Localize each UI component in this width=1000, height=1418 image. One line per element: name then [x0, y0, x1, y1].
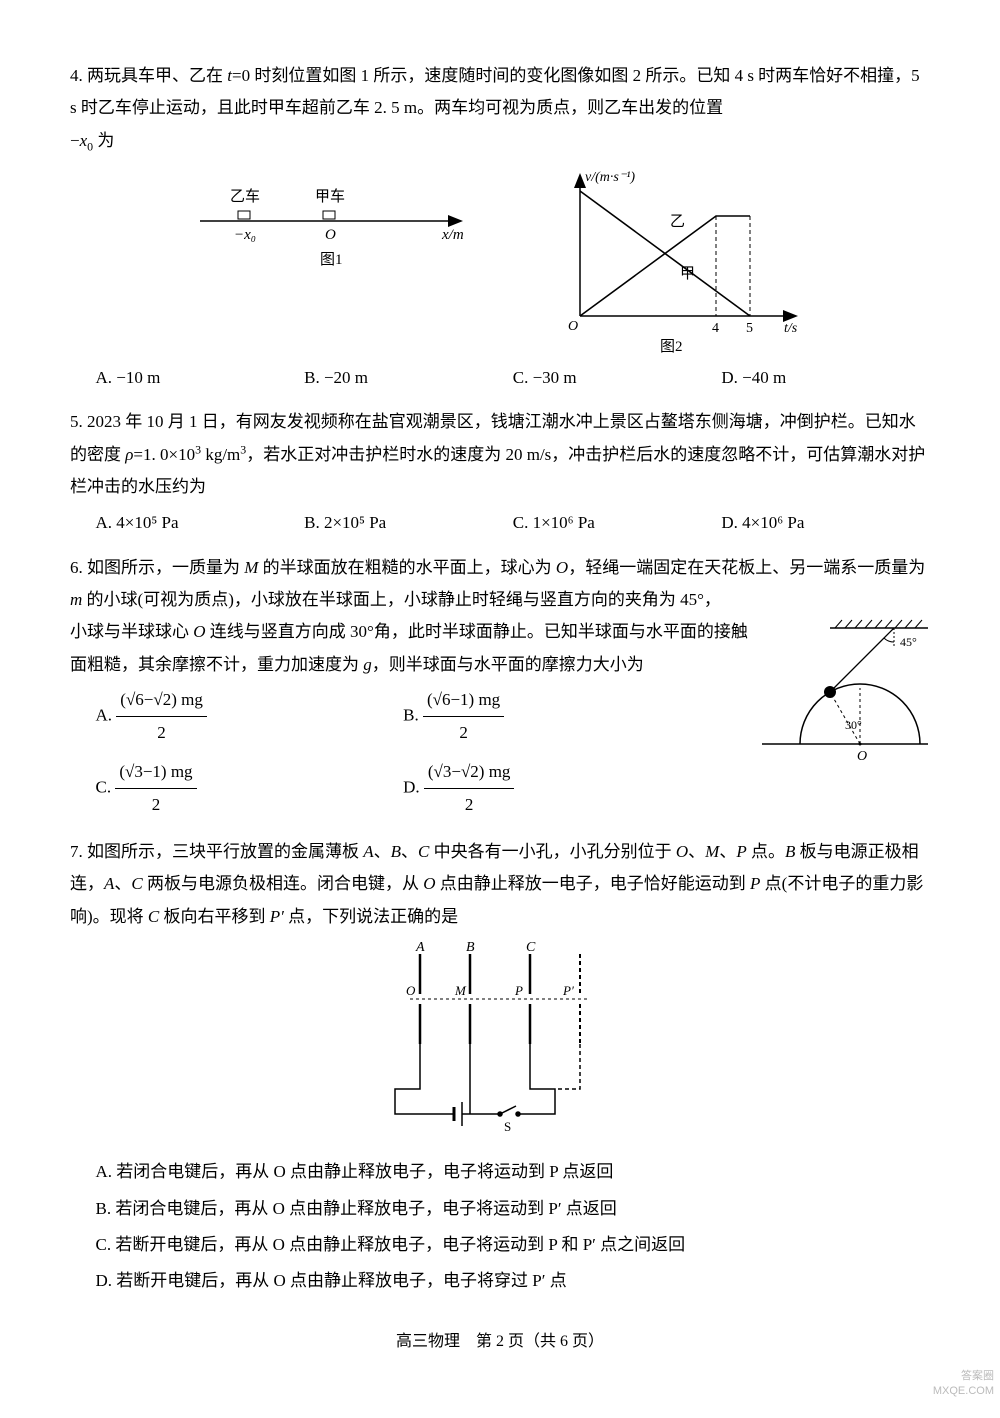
svg-text:M: M — [454, 983, 467, 998]
svg-text:O: O — [857, 749, 867, 764]
fig2-label-yi: 乙 — [670, 214, 685, 230]
q5-text: 2023 年 10 月 1 日，有网友发视频称在盐官观潮景区，钱塘江潮水冲上景区… — [70, 412, 925, 496]
q6-options: A. (√6−√2) mg2 B. (√6−1) mg2 C. (√3−1) m… — [70, 681, 750, 824]
q6-opt-a: A. (√6−√2) mg2 — [96, 681, 404, 753]
q4-opt-d: D. −40 m — [721, 362, 930, 394]
svg-text:S: S — [504, 1119, 511, 1134]
fig1-label-jia: 甲车 — [315, 188, 345, 205]
fig1-xaxis: x/m — [441, 227, 464, 243]
q7-opt-d: D. 若断开电键后，再从 O 点由静止释放电子，电子将穿过 P′ 点 — [96, 1265, 931, 1297]
fig2-xaxis: t/s — [784, 321, 798, 336]
svg-text:45°: 45° — [900, 635, 917, 649]
q7-opt-c: C. 若断开电键后，再从 O 点由静止释放电子，电子将运动到 P 和 P′ 点之… — [96, 1229, 931, 1261]
q4-options: A. −10 m B. −20 m C. −30 m D. −40 m — [70, 362, 930, 394]
q4-opt-a: A. −10 m — [96, 362, 305, 394]
fig1-O: O — [325, 227, 336, 243]
fig2-O: O — [568, 319, 578, 334]
svg-text:C: C — [526, 940, 536, 955]
q7-opt-a: A. 若闭合电键后，再从 O 点由静止释放电子，电子将运动到 P 点返回 — [96, 1156, 931, 1188]
q7-options: A. 若闭合电键后，再从 O 点由静止释放电子，电子将运动到 P 点返回 B. … — [70, 1156, 930, 1297]
q7-opt-b: B. 若闭合电键后，再从 O 点由静止释放电子，电子将运动到 P′ 点返回 — [96, 1193, 931, 1225]
fig2-label-jia: 甲 — [680, 266, 695, 282]
q5-opt-c: C. 1×10⁶ Pa — [513, 507, 722, 539]
question-4: 4. 两玩具车甲、乙在 t=0 时刻位置如图 1 所示，速度随时间的变化图像如图… — [70, 60, 930, 394]
q6-figure: O 30° 45° — [760, 616, 930, 766]
question-5: 5. 2023 年 10 月 1 日，有网友发视频称在盐官观潮景区，钱塘江潮水冲… — [70, 406, 930, 540]
svg-text:30°: 30° — [845, 718, 862, 732]
q7-text: 如图所示，三块平行放置的金属薄板 A、B、C 中央各有一小孔，小孔分别位于 O、… — [70, 842, 923, 926]
fig1-label-yi: 乙车 — [230, 188, 260, 205]
q7-number: 7. — [70, 842, 83, 861]
q4-figure-1: 乙车 甲车 −x₀ O x/m 图1 — [190, 166, 480, 276]
fig2-yaxis: v/(m·s⁻¹) — [585, 170, 635, 185]
watermark: 答案圈 MXQE.COM — [933, 1369, 994, 1398]
q6-opt-d: D. (√3−√2) mg2 — [403, 753, 711, 825]
q6-opt-b: B. (√6−1) mg2 — [403, 681, 711, 753]
page-footer: 高三物理 第 2 页（共 6 页） — [70, 1327, 930, 1357]
q5-number: 5. — [70, 412, 83, 431]
fig2-caption: 图2 — [660, 338, 683, 355]
svg-text:B: B — [466, 940, 475, 955]
q5-options: A. 4×10⁵ Pa B. 2×10⁵ Pa C. 1×10⁶ Pa D. 4… — [70, 507, 930, 539]
q5-opt-d: D. 4×10⁶ Pa — [721, 507, 930, 539]
q6-text: 如图所示，一质量为 M 的半球面放在粗糙的水平面上，球心为 O，轻绳一端固定在天… — [70, 558, 925, 609]
q4-opt-c: C. −30 m — [513, 362, 722, 394]
q6-opt-c: C. (√3−1) mg2 — [96, 753, 404, 825]
q7-figure: A B C O M P P′ — [350, 939, 650, 1139]
q5-opt-a: A. 4×10⁵ Pa — [96, 507, 305, 539]
svg-text:O: O — [406, 983, 416, 998]
q4-figure-2: v/(m·s⁻¹) t/s O 4 5 乙 甲 图2 — [550, 166, 810, 356]
q7-stem: 7. 如图所示，三块平行放置的金属薄板 A、B、C 中央各有一小孔，小孔分别位于… — [70, 836, 930, 933]
question-7: 7. 如图所示，三块平行放置的金属薄板 A、B、C 中央各有一小孔，小孔分别位于… — [70, 836, 930, 1297]
question-6: 6. 如图所示，一质量为 M 的半球面放在粗糙的水平面上，球心为 O，轻绳一端固… — [70, 552, 930, 824]
q7-figure-wrap: A B C O M P P′ — [70, 939, 930, 1150]
svg-text:P: P — [514, 983, 523, 998]
q6-number: 6. — [70, 558, 83, 577]
svg-text:P′: P′ — [562, 983, 574, 998]
q6-text-cont: 小球与半球球心 O 连线与竖直方向成 30°角，此时半球面静止。已知半球面与水平… — [70, 622, 748, 673]
svg-text:A: A — [415, 940, 425, 955]
q4-opt-b: B. −20 m — [304, 362, 513, 394]
q4-stem: 4. 两玩具车甲、乙在 t=0 时刻位置如图 1 所示，速度随时间的变化图像如图… — [70, 60, 930, 158]
q5-stem: 5. 2023 年 10 月 1 日，有网友发视频称在盐官观潮景区，钱塘江潮水冲… — [70, 406, 930, 504]
fig1-caption: 图1 — [320, 251, 343, 268]
fig1-x0: −x₀ — [234, 227, 256, 243]
svg-text:5: 5 — [746, 321, 753, 336]
q4-figures: 乙车 甲车 −x₀ O x/m 图1 v/(m·s⁻¹) t/s — [70, 166, 930, 356]
q4-text: 两玩具车甲、乙在 t=0 时刻位置如图 1 所示，速度随时间的变化图像如图 2 … — [70, 66, 920, 150]
q4-number: 4. — [70, 66, 83, 85]
q5-opt-b: B. 2×10⁵ Pa — [304, 507, 513, 539]
svg-text:4: 4 — [712, 321, 719, 336]
